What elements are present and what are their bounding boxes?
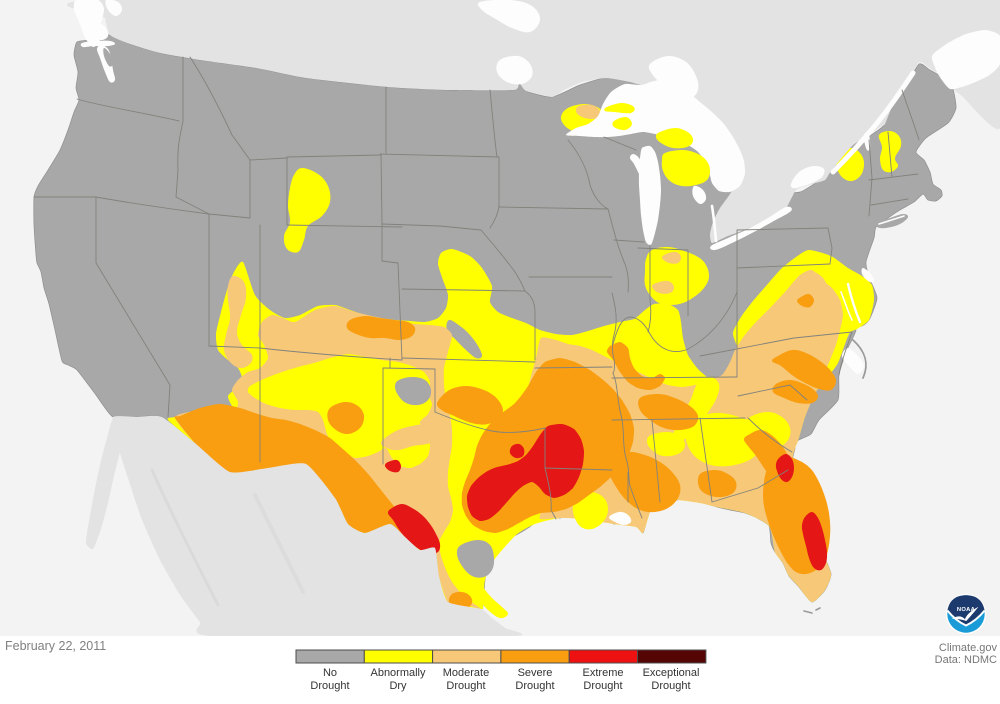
svg-text:February 22, 2011: February 22, 2011	[5, 639, 106, 653]
svg-text:Climate.gov: Climate.gov	[939, 642, 998, 654]
svg-text:NOAA: NOAA	[957, 607, 976, 613]
svg-text:Data: NDMC: Data: NDMC	[935, 654, 997, 666]
